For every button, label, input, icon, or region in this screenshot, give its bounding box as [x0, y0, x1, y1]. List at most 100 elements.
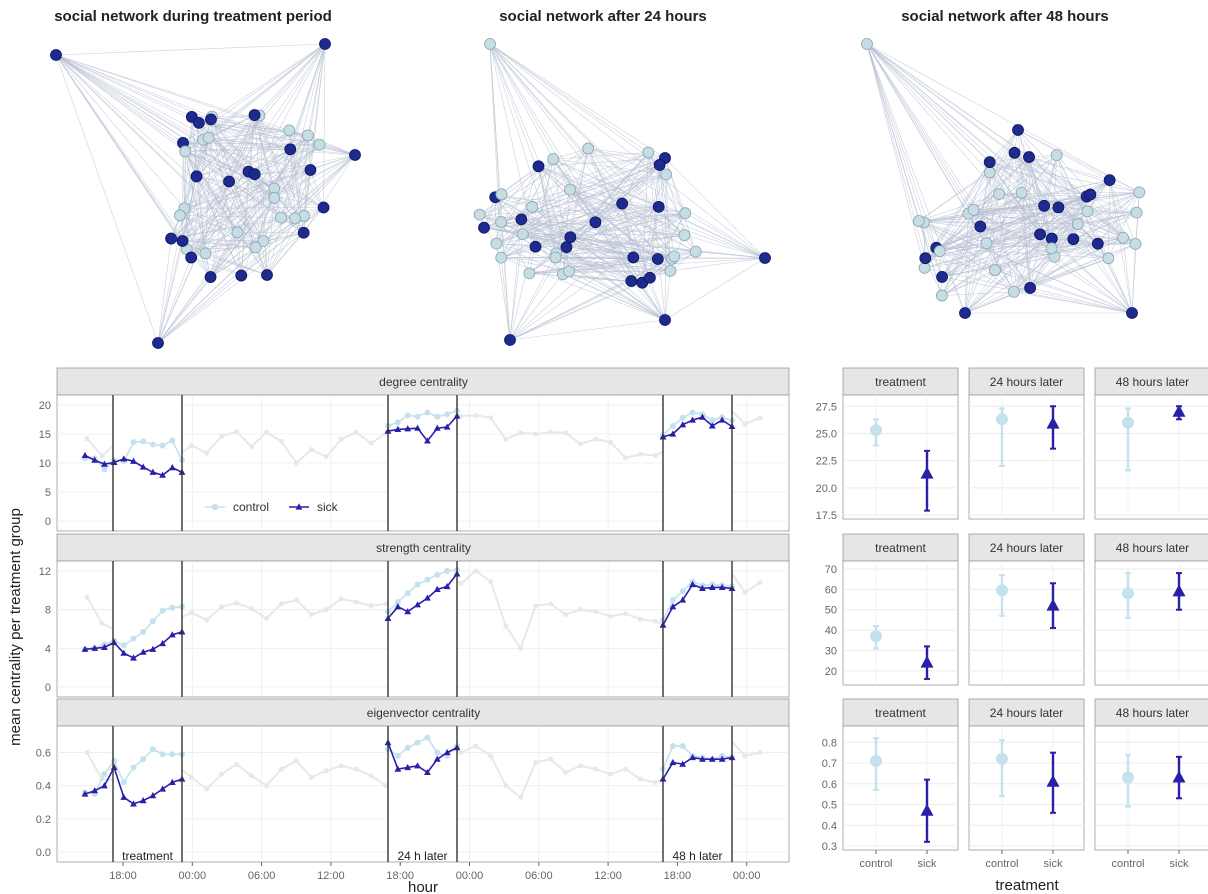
sick-node [185, 251, 198, 264]
faded-point [99, 453, 105, 459]
sum-y-tick-label: 27.5 [816, 401, 837, 413]
control-node [199, 247, 212, 260]
sick-node [204, 271, 217, 283]
control-node [679, 207, 692, 220]
faded-point [323, 454, 329, 460]
network-title-24h: social network after 24 hours [499, 8, 707, 25]
sum-y-tick-label: 0.7 [822, 758, 837, 770]
faded-point [622, 455, 628, 461]
sick-point [404, 763, 412, 771]
ts-x-tick-label: 18:00 [386, 870, 414, 882]
faded-point [278, 439, 284, 445]
faded-point [757, 415, 763, 421]
control-point [120, 779, 127, 786]
faded-point [578, 441, 584, 447]
ts-panel-1: strength centrality 0 4 8 12 [39, 533, 790, 698]
control-node [912, 215, 925, 227]
sick-point [101, 460, 108, 467]
sick-point [149, 468, 157, 475]
control-node [174, 209, 186, 222]
network-nodes [473, 38, 771, 346]
ts-strip [56, 533, 790, 562]
sick-point [139, 797, 147, 804]
control-point [414, 413, 421, 420]
sick-node [165, 232, 178, 245]
sick-node [974, 220, 987, 233]
control-point [101, 771, 108, 778]
faded-point [84, 594, 90, 600]
control-point [669, 597, 676, 603]
sum-strip [968, 533, 1085, 562]
control-point [404, 412, 411, 419]
faded-point [742, 753, 748, 759]
faded-point [548, 601, 554, 607]
ts-x-axis-label: hour [408, 879, 438, 894]
sick-point [689, 580, 696, 588]
sick-node [643, 271, 656, 284]
sick-point [424, 437, 431, 444]
sum-plot-area [968, 560, 1085, 686]
sum-y-tick-label: 50 [825, 605, 837, 617]
faded-point [263, 429, 269, 435]
faded-point [488, 753, 494, 759]
ts-y-tick-label: 5 [45, 487, 51, 499]
faded-point [293, 597, 299, 603]
faded-point [368, 773, 374, 779]
faded-point [473, 412, 479, 418]
control-node [523, 267, 536, 280]
sick-mean-point [1046, 416, 1060, 429]
faded-point [249, 773, 255, 779]
control-node [283, 124, 296, 137]
sum-plot-area [968, 725, 1085, 851]
control-node [268, 192, 281, 204]
faded-point [368, 603, 374, 609]
sick-point [81, 451, 89, 459]
sick-node [1052, 201, 1065, 214]
control-node [179, 145, 192, 158]
control-node [1071, 218, 1084, 230]
sick-node [504, 334, 516, 346]
control-node [980, 237, 993, 249]
period-label: treatment [122, 849, 173, 863]
sum-y-tick-label: 20 [825, 666, 837, 678]
sick-point [120, 649, 128, 656]
ts-x-tick-label: 06:00 [248, 870, 276, 882]
sick-node [478, 221, 490, 234]
faded-point [234, 761, 240, 767]
sick-node [652, 200, 665, 213]
ts-y-tick-label: 12 [39, 566, 51, 578]
control-point [679, 742, 686, 749]
faded-point [533, 760, 539, 766]
sum-x-tick-label: control [985, 858, 1018, 870]
control-point [424, 576, 431, 583]
sick-point [139, 463, 147, 470]
control-mean-point [996, 413, 1008, 426]
faded-point [219, 604, 225, 610]
control-point [149, 746, 156, 753]
control-node [549, 251, 562, 264]
faded-point [473, 743, 479, 749]
sum-y-tick-label: 60 [825, 584, 837, 596]
ts-strip [56, 367, 790, 396]
control-node [1045, 242, 1058, 255]
control-point [159, 751, 166, 758]
sick-node [1126, 307, 1138, 319]
network-edges [866, 43, 1140, 314]
sick-node [248, 109, 261, 121]
faded-point [353, 599, 359, 605]
control-node [660, 168, 672, 181]
faded-point [263, 615, 269, 621]
ts-y-tick-label: 0.2 [36, 814, 51, 826]
sick-node [1103, 174, 1116, 187]
sick-point [120, 455, 128, 462]
sick-node [235, 269, 248, 282]
sick-point [404, 425, 412, 432]
sick-node [1084, 188, 1097, 201]
sick-mean-point [920, 655, 934, 668]
sick-node [1023, 151, 1035, 163]
control-point [414, 581, 421, 588]
control-point [130, 764, 137, 771]
sick-point [414, 762, 421, 769]
sick-node [936, 271, 948, 283]
faded-point [308, 774, 314, 780]
